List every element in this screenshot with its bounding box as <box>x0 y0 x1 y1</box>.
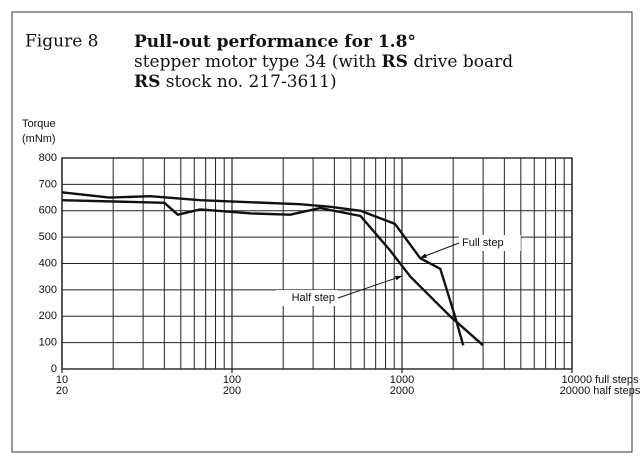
title-segment: Pull-out performance for 1.8° <box>134 32 416 52</box>
x-tick-label: 1000 <box>390 374 414 386</box>
y-tick-label: 500 <box>39 231 57 243</box>
y-tick-label: 700 <box>39 178 57 190</box>
chart-title: Pull-out performance for 1.8° <box>134 32 416 52</box>
leader-line <box>419 242 460 259</box>
x-tick-label-secondary: 20 <box>56 385 68 397</box>
x-tick-label: 100 <box>223 374 241 386</box>
label-background <box>276 290 338 306</box>
x-tick-label-secondary: 20000 half steps <box>560 385 641 397</box>
x-tick-label: 10 <box>56 374 68 386</box>
line <box>61 191 465 346</box>
arrow-head <box>420 253 427 258</box>
chart-title: RS stock no. 217-3611) <box>134 72 337 92</box>
leader-line <box>337 275 403 299</box>
figure-label: Figure 8 <box>25 32 98 52</box>
series-label: Half step <box>292 292 335 304</box>
y-tick-label: 800 <box>39 152 57 164</box>
line <box>61 199 484 347</box>
title-segment: drive board <box>408 52 513 72</box>
y-tick-label: 200 <box>39 310 57 322</box>
series-label: Full step <box>462 237 504 249</box>
y-axis-label: Torque <box>22 118 56 130</box>
x-tick-label-secondary: 200 <box>223 385 241 397</box>
title-segment: stepper motor type 34 (with <box>134 52 382 72</box>
x-tick-label-secondary: 2000 <box>390 385 414 397</box>
plot-border <box>61 157 573 370</box>
chart-title: stepper motor type 34 (with RS drive boa… <box>134 52 513 72</box>
y-tick-label: 0 <box>51 363 57 375</box>
arrow-head <box>395 275 402 281</box>
x-tick-label: 10000 full steps <box>561 374 639 386</box>
y-tick-label: 300 <box>39 284 57 296</box>
y-tick-label: 100 <box>39 337 57 349</box>
y-axis-label: (mNm) <box>22 133 56 145</box>
title-segment: RS <box>134 72 160 92</box>
label-background <box>459 235 521 251</box>
title-segment: stock no. 217-3611) <box>160 72 336 92</box>
y-tick-label: 600 <box>39 205 57 217</box>
y-tick-label: 400 <box>39 257 57 269</box>
title-segment: RS <box>382 52 408 72</box>
frame <box>11 11 633 453</box>
